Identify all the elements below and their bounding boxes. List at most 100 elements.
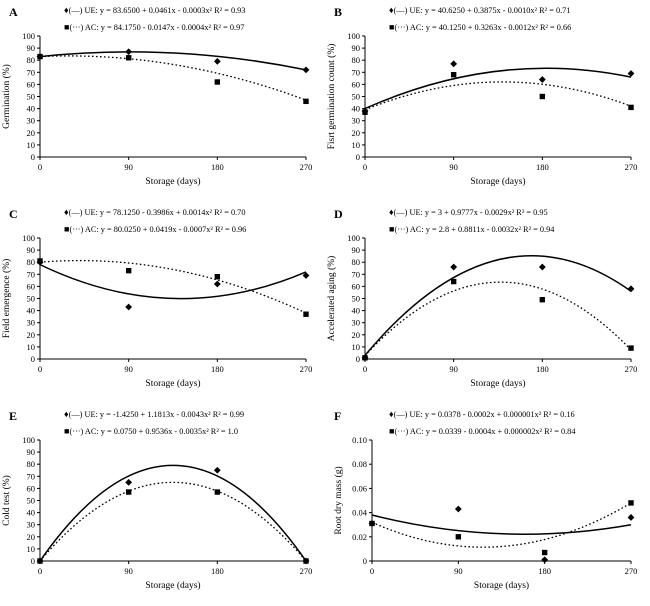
data-point-diamond-UE (125, 478, 133, 486)
x-tick-label: 90 (124, 566, 133, 576)
y-axis-label: Germination (%) (1, 64, 12, 129)
data-point-square-AC (628, 104, 634, 111)
panel-letter-A: A (9, 5, 18, 19)
legend-equation-text: (···) AC: y = 84.1750 - 0.0147x - 0.0004… (69, 23, 244, 32)
diamond-legend-marker-icon: ♦ (64, 207, 69, 217)
data-point-square-AC (303, 558, 309, 564)
y-tick-label: 0 (356, 152, 360, 162)
y-tick-label: 70 (27, 67, 36, 77)
x-tick-label: 0 (38, 162, 42, 172)
legend-entry-UE: ♦(—) UE: y = 0.0378 - 0.0002x + 0.000001… (389, 409, 575, 419)
legend-equation-text: (—) UE: y = 40.6250 + 0.3875x - 0.0010x²… (394, 6, 571, 15)
y-tick-label: 80 (27, 55, 36, 65)
y-tick-label: 0 (356, 354, 360, 364)
x-tick-label: 270 (625, 566, 638, 576)
legend-equation-text: (—) UE: y = 3 + 0.9777x - 0.0029x² R² = … (394, 208, 548, 217)
y-axis-label: Field emergence (%) (1, 259, 12, 338)
y-tick-label: 50 (27, 92, 36, 102)
data-point-square-AC (37, 558, 43, 564)
fit-curve-UE (371, 514, 632, 535)
x-tick-label: 90 (449, 162, 458, 172)
diamond-legend-marker-icon: ♦ (389, 207, 394, 217)
square-legend-marker-icon: ■ (389, 22, 394, 32)
x-tick-label: 270 (300, 364, 313, 374)
y-tick-label: 60 (27, 483, 36, 493)
y-tick-label: 60 (27, 281, 36, 291)
legend-equation-text: (···) AC: y = 40.1250 + 0.3263x - 0.0012… (394, 23, 571, 32)
fit-curve-UE (39, 51, 307, 71)
data-point-diamond-UE (627, 514, 635, 521)
x-axis-label: Storage (days) (145, 176, 200, 187)
y-tick-label: 30 (352, 318, 361, 328)
chart-svg-C: ♦(—) UE: y = 78.1250 - 0.3986x + 0.0014x… (1, 207, 313, 389)
x-tick-label: 180 (211, 364, 224, 374)
y-tick-label: 50 (352, 92, 361, 102)
x-axis-label: Storage (days) (470, 176, 525, 187)
data-point-diamond-UE (125, 48, 133, 56)
legend-entry-AC: ■(···) AC: y = 0.0339 - 0.0004x + 0.0000… (389, 426, 576, 436)
panel-A: A ♦(—) UE: y = 83.6500 + 0.0461x - 0.000… (0, 0, 325, 202)
y-tick-label: 100 (22, 31, 35, 41)
diamond-legend-marker-icon: ♦ (64, 5, 69, 15)
y-tick-label: 80 (352, 55, 361, 65)
diamond-legend-marker-icon: ♦ (389, 5, 394, 15)
fit-curve-AC (39, 259, 307, 314)
legend-equation-text: (—) UE: y = 0.0378 - 0.0002x + 0.000001x… (394, 410, 575, 419)
data-point-square-AC (362, 109, 368, 115)
data-point-square-AC (37, 258, 43, 264)
y-tick-label: 40 (27, 104, 36, 114)
data-point-diamond-UE (454, 505, 462, 513)
y-tick-label: 100 (22, 233, 35, 243)
y-tick-label: 80 (352, 257, 361, 267)
y-tick-label: 40 (352, 104, 361, 114)
data-point-square-AC (37, 53, 43, 60)
y-tick-label: 60 (352, 281, 361, 291)
diamond-legend-marker-icon: ♦ (389, 409, 394, 419)
y-tick-label: 30 (27, 318, 36, 328)
square-legend-marker-icon: ■ (64, 22, 69, 32)
y-tick-label: 60 (352, 79, 361, 89)
legend-entry-AC: ■(···) AC: y = 0.0750 + 0.9536x - 0.0035… (64, 426, 238, 436)
panel-letter-D: D (334, 207, 343, 221)
y-tick-label: 20 (27, 532, 36, 542)
y-tick-label: 0 (31, 354, 35, 364)
y-tick-label: 50 (352, 294, 361, 304)
fit-curve-AC (364, 281, 632, 357)
square-legend-marker-icon: ■ (64, 224, 69, 234)
data-point-square-AC (455, 534, 462, 540)
y-tick-label: 70 (27, 269, 36, 279)
diamond-legend-marker-icon: ♦ (64, 409, 69, 419)
fit-curve-AC (39, 55, 307, 101)
data-point-square-AC (539, 93, 546, 100)
panel-E: E ♦(—) UE: y = -1.4250 + 1.1813x - 0.004… (0, 404, 325, 606)
y-tick-label: 100 (22, 435, 35, 445)
y-tick-label: 70 (352, 67, 361, 77)
data-point-diamond-UE (213, 280, 221, 288)
legend-equation-text: (—) UE: y = 83.6500 + 0.0461x - 0.0003x²… (69, 6, 246, 15)
y-tick-label: 100 (347, 31, 360, 41)
data-point-square-AC (214, 274, 221, 280)
fit-curve-UE (39, 464, 307, 562)
panel-letter-F: F (334, 409, 342, 423)
x-axis-label: Storage (days) (145, 580, 200, 591)
x-tick-label: 180 (211, 162, 224, 172)
x-tick-label: 180 (211, 566, 224, 576)
y-tick-label: 30 (352, 116, 361, 126)
x-tick-label: 270 (300, 566, 313, 576)
x-axis-label: Storage (days) (470, 378, 525, 389)
y-tick-label: 0 (31, 556, 35, 566)
panel-D: D ♦(—) UE: y = 3 + 0.9777x - 0.0029x² R²… (325, 202, 650, 404)
chart-svg-D: ♦(—) UE: y = 3 + 0.9777x - 0.0029x² R² =… (326, 207, 637, 389)
x-tick-label: 270 (300, 162, 313, 172)
data-point-diamond-UE (213, 466, 221, 474)
data-point-diamond-UE (302, 272, 310, 279)
y-tick-label: 10 (352, 342, 361, 352)
data-point-square-AC (303, 98, 309, 105)
data-point-diamond-UE (213, 58, 221, 65)
legend-equation-text: (···) AC: y = 80.0250 + 0.0419x - 0.0007… (69, 225, 246, 234)
x-tick-label: 180 (536, 364, 549, 374)
y-tick-label: 80 (27, 459, 36, 469)
panel-C: C ♦(—) UE: y = 78.1250 - 0.3986x + 0.001… (0, 202, 325, 404)
legend-entry-AC: ■(···) AC: y = 80.0250 + 0.0419x - 0.000… (64, 224, 246, 234)
y-tick-label: 0 (31, 152, 35, 162)
